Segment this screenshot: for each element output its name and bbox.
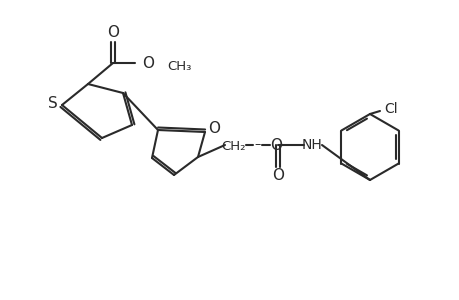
Text: O: O [142,56,154,70]
Text: O: O [107,25,119,40]
Text: CH₃: CH₃ [167,59,191,73]
Text: O: O [269,137,281,152]
Text: NH: NH [301,138,322,152]
Text: O: O [207,121,219,136]
Text: Cl: Cl [383,102,397,116]
Text: –: – [254,139,261,152]
Text: S: S [48,95,58,110]
Text: O: O [271,169,283,184]
Text: CH₂: CH₂ [221,140,246,152]
